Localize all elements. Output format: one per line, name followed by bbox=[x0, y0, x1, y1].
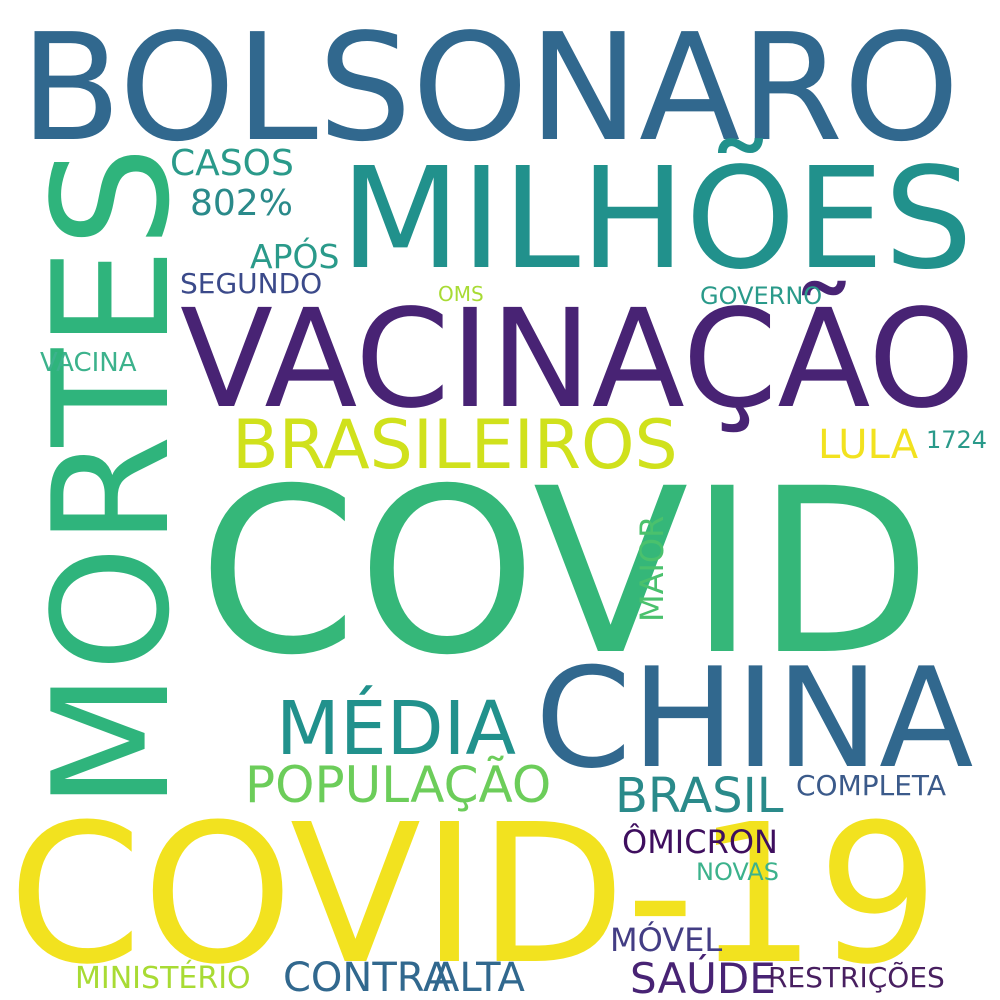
word-mortes: MORTES bbox=[18, 146, 205, 810]
word-1724: 1724 bbox=[926, 426, 988, 454]
word-governo: GOVERNO bbox=[700, 282, 823, 310]
word-alta: ALTA bbox=[432, 955, 525, 1000]
word-oms: OMS bbox=[438, 282, 484, 306]
word-vacinacao: VACINAÇÃO bbox=[180, 281, 976, 439]
word-vacina: VACINA bbox=[40, 348, 137, 378]
word-apos: APÓS bbox=[250, 237, 340, 276]
word-media: MÉDIA bbox=[276, 686, 517, 772]
word-saude: SAÚDE bbox=[630, 954, 776, 1000]
word-contra: CONTRA bbox=[283, 955, 451, 1000]
word-covid: COVID bbox=[198, 439, 932, 705]
word-china: CHINA bbox=[535, 638, 974, 799]
word-milhoes: MILHÕES bbox=[340, 138, 973, 301]
word-lula: LULA bbox=[818, 422, 919, 468]
word-completa: COMPLETA bbox=[796, 769, 947, 802]
word-brasileiros: BRASILEIROS bbox=[232, 406, 678, 485]
word-omicron: ÔMICRON bbox=[622, 823, 778, 861]
word-restricoes: RESTRIÇÕES bbox=[768, 961, 945, 994]
word-covid-19: COVID-19 bbox=[8, 784, 940, 1000]
word-populacao: POPULAÇÃO bbox=[245, 756, 552, 814]
word-segundo: SEGUNDO bbox=[180, 267, 323, 300]
word-novas: NOVAS bbox=[696, 858, 779, 886]
word-bolsonaro: BOLSONARO bbox=[20, 2, 960, 174]
word-802: 802% bbox=[190, 183, 293, 224]
word-maior: MAIOR bbox=[633, 515, 671, 622]
word-ministerio: MINISTÉRIO bbox=[75, 961, 251, 996]
word-casos: CASOS bbox=[170, 143, 294, 184]
word-movel: MÓVEL bbox=[610, 921, 723, 959]
word-brasil: BRASIL bbox=[615, 768, 784, 824]
